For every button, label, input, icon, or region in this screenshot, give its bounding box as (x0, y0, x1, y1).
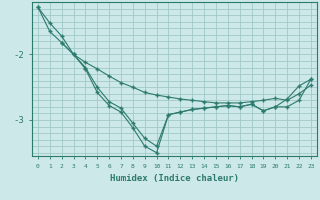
X-axis label: Humidex (Indice chaleur): Humidex (Indice chaleur) (110, 174, 239, 183)
